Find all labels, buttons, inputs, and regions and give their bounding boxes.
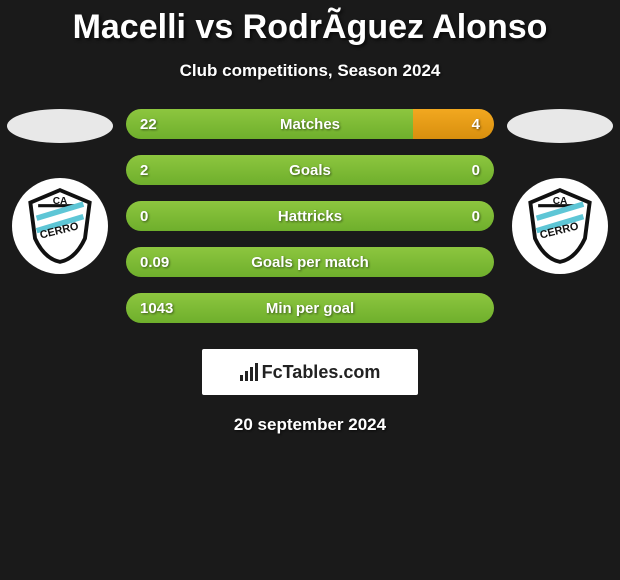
shield-icon: CA CERRO [21,187,99,265]
stat-label: Min per goal [186,300,434,317]
stat-label: Goals per match [186,254,434,271]
stats-table: 22Matches42Goals00Hattricks00.09Goals pe… [120,109,500,339]
player-left-column: CA CERRO [0,109,120,274]
stat-value-left: 0 [126,208,186,225]
footer-label: FcTables.com [262,362,381,383]
footer-attribution[interactable]: FcTables.com [202,349,418,395]
date-label: 20 september 2024 [0,415,620,435]
club-right-badge: CA CERRO [512,178,608,274]
stat-label: Goals [186,162,434,179]
stat-row: 22Matches4 [126,109,494,139]
player-right-column: CA CERRO [500,109,620,274]
stat-label: Matches [186,116,434,133]
bars-icon [240,363,258,381]
stat-value-right: 0 [434,162,494,179]
stat-row: 2Goals0 [126,155,494,185]
player-left-avatar [7,109,113,143]
stat-label: Hattricks [186,208,434,225]
shield-icon: CA CERRO [521,187,599,265]
subtitle: Club competitions, Season 2024 [0,61,620,81]
stat-value-left: 0.09 [126,254,186,271]
svg-text:CA: CA [53,196,68,207]
stat-value-right: 4 [434,116,494,133]
stat-value-left: 2 [126,162,186,179]
page-title: Macelli vs RodrÃ­guez Alonso [0,0,620,47]
svg-text:CA: CA [553,196,568,207]
stat-value-left: 1043 [126,300,186,317]
club-left-badge: CA CERRO [12,178,108,274]
stat-row: 0.09Goals per match [126,247,494,277]
player-right-avatar [507,109,613,143]
stat-value-right: 0 [434,208,494,225]
stat-row: 1043Min per goal [126,293,494,323]
stat-value-left: 22 [126,116,186,133]
stat-row: 0Hattricks0 [126,201,494,231]
